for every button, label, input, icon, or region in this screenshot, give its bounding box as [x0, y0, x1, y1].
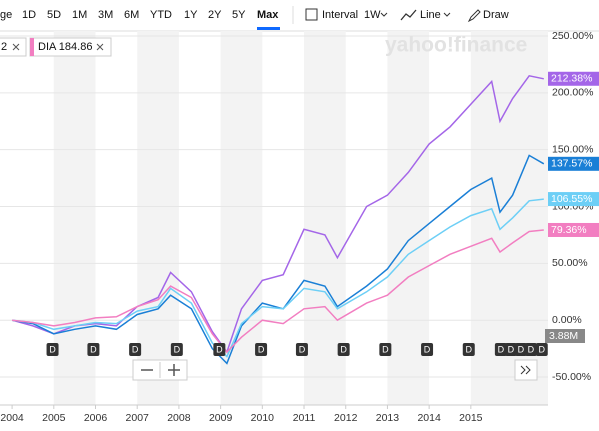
dividend-marker[interactable]	[170, 343, 183, 356]
dividend-label: D	[382, 344, 389, 354]
range-button[interactable]: 5Y	[232, 9, 246, 21]
interval-icon	[305, 8, 318, 21]
y-tick-label: -50.00%	[552, 371, 591, 383]
dividend-label: D	[466, 344, 473, 354]
dividend-label: D	[258, 344, 265, 354]
dividend-marker[interactable]	[295, 343, 308, 356]
dividend-marker[interactable]	[535, 343, 548, 356]
dividend-label: D	[132, 344, 139, 354]
scroll-button[interactable]	[514, 359, 538, 381]
x-tick-label: 2007	[126, 412, 150, 424]
x-tick-label: 2006	[84, 412, 108, 424]
dividend-marker[interactable]	[462, 343, 475, 356]
zoom-in[interactable]	[168, 364, 180, 376]
chip[interactable]	[0, 37, 27, 57]
range-underline	[257, 27, 280, 30]
dividend-label: D	[538, 344, 545, 354]
range-button[interactable]: 6M	[124, 9, 139, 21]
dividend-marker[interactable]	[46, 343, 59, 356]
dividend-marker[interactable]	[337, 343, 350, 356]
dividend-marker[interactable]	[504, 343, 517, 356]
x-tick-label: 2004	[0, 412, 24, 424]
series-line	[11, 74, 544, 354]
x-tick-label: 2008	[167, 412, 191, 424]
chevron	[380, 12, 388, 17]
end-badge	[548, 192, 599, 207]
chip-close[interactable]	[12, 43, 20, 51]
end-label: 106.55%	[551, 193, 592, 205]
dividend-marker[interactable]	[379, 343, 392, 356]
range-button[interactable]: ge	[0, 9, 12, 21]
chip-close[interactable]	[96, 43, 104, 51]
draw-icon	[467, 9, 481, 23]
dividend-label: D	[340, 344, 347, 354]
end-label: 137.57%	[551, 158, 592, 170]
dividend-marker[interactable]	[87, 343, 100, 356]
range-button[interactable]: YTD	[150, 9, 172, 21]
range-button[interactable]: 2Y	[208, 9, 222, 21]
dividend-label: D	[299, 344, 306, 354]
scroll-icon	[520, 365, 531, 375]
chevron	[443, 12, 451, 17]
y-tick-label: 50.00%	[552, 257, 588, 269]
dividend-label: D	[174, 344, 181, 354]
interval-value[interactable]: 1W	[364, 9, 381, 21]
dividend-label: D	[90, 344, 97, 354]
volume-badge	[545, 329, 585, 343]
x-tick-label: 2013	[376, 412, 400, 424]
dividend-label: D	[508, 344, 515, 354]
x-tick-label: 2011	[293, 412, 316, 424]
chip-color	[30, 38, 34, 56]
toolbar	[0, 0, 599, 31]
dividend-marker[interactable]	[129, 343, 142, 356]
y-tick-label: 250.00%	[552, 30, 593, 42]
dividend-label: D	[518, 344, 525, 354]
dividend-label: D	[216, 344, 223, 354]
dividend-label: D	[528, 344, 535, 354]
watermark: yahoo!finance	[385, 34, 527, 57]
dividend-label: D	[424, 344, 431, 354]
x-tick-label: 2009	[209, 412, 233, 424]
range-button[interactable]: 1Y	[184, 9, 198, 21]
x-tick-label: 2012	[334, 412, 358, 424]
x-tick-label: 2015	[459, 412, 483, 424]
dividend-label: D	[498, 344, 505, 354]
end-badge	[548, 222, 599, 237]
end-label: 79.36%	[551, 224, 587, 236]
range-button[interactable]: 3M	[98, 9, 113, 21]
chip-label: 2	[1, 41, 7, 53]
range-button[interactable]: Max	[257, 9, 279, 21]
chart-type[interactable]: Line	[420, 9, 441, 21]
dividend-marker[interactable]	[494, 343, 507, 356]
interval-label[interactable]: Interval	[322, 9, 358, 21]
end-badge	[548, 71, 599, 86]
line-icon	[400, 9, 417, 21]
end-label: 212.38%	[551, 73, 592, 85]
end-badge	[548, 156, 599, 171]
range-button[interactable]: 5D	[47, 9, 61, 21]
chip-label: DIA 184.86	[38, 41, 92, 53]
dividend-marker[interactable]	[514, 343, 527, 356]
x-tick-label: 2005	[42, 412, 66, 424]
dividend-label: D	[49, 344, 56, 354]
range-button[interactable]: 1D	[22, 9, 36, 21]
y-tick-label: 200.00%	[552, 87, 593, 99]
dividend-marker[interactable]	[524, 343, 537, 356]
dividend-marker[interactable]	[255, 343, 268, 356]
y-tick-label: 150.00%	[552, 143, 593, 155]
dividend-marker[interactable]	[213, 343, 226, 356]
draw-button[interactable]: Draw	[483, 9, 509, 21]
x-tick-label: 2014	[417, 412, 441, 424]
series-line	[12, 198, 544, 358]
range-button[interactable]: 1M	[72, 9, 87, 21]
series-line	[12, 229, 544, 354]
volume-label: 3.88M	[549, 330, 578, 342]
y-tick-label: 0.00%	[552, 314, 582, 326]
dividend-marker[interactable]	[421, 343, 434, 356]
x-tick-label: 2010	[251, 412, 275, 424]
